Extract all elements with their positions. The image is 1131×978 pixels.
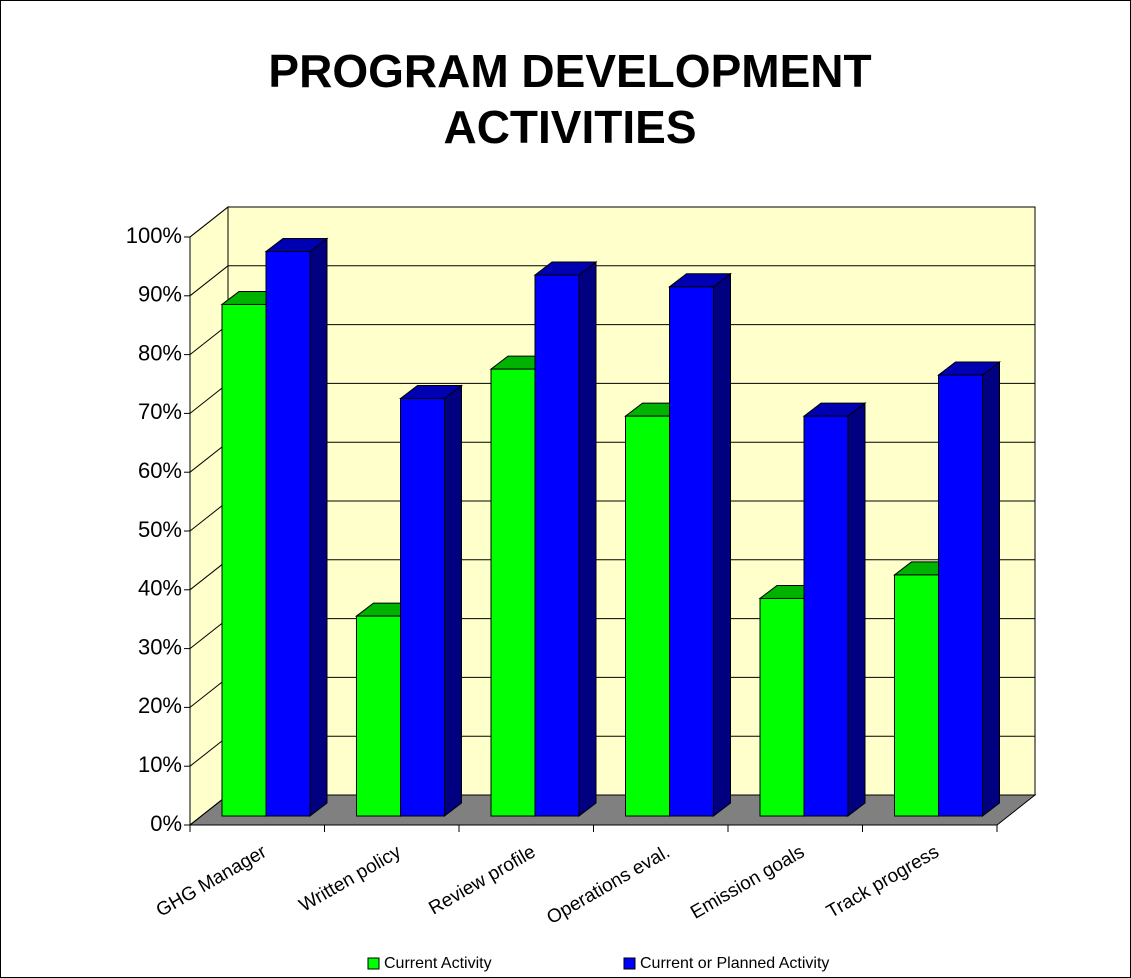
y-tick-label: 30% xyxy=(138,634,182,659)
bar xyxy=(625,415,670,817)
bar-side xyxy=(444,384,462,818)
y-tick-label: 50% xyxy=(138,517,182,542)
bar xyxy=(938,374,983,817)
bar xyxy=(534,274,580,817)
bar xyxy=(400,398,445,817)
chart-title: PROGRAM DEVELOPMENT ACTIVITIES xyxy=(268,45,871,153)
y-tick-label: 90% xyxy=(138,282,182,307)
legend-label: Current or Planned Activity xyxy=(640,955,829,972)
bar xyxy=(221,303,267,817)
bar-side xyxy=(847,402,866,818)
grid-line xyxy=(189,206,1035,238)
y-tick-label: 60% xyxy=(138,458,182,483)
bar xyxy=(669,286,714,817)
y-tick-label: 80% xyxy=(138,340,182,365)
legend-swatch xyxy=(623,957,636,970)
bar-side xyxy=(713,272,731,818)
bar-side xyxy=(982,360,1000,818)
bar xyxy=(356,615,401,817)
bar xyxy=(490,368,536,817)
bar xyxy=(803,415,849,817)
bar xyxy=(265,251,311,817)
legend-swatch xyxy=(367,957,380,970)
bar xyxy=(894,574,939,817)
bar xyxy=(759,597,805,817)
y-tick-label: 20% xyxy=(138,693,182,718)
y-tick-label: 40% xyxy=(138,576,182,601)
bar-side xyxy=(578,261,597,818)
bar-side xyxy=(309,237,328,818)
y-tick-label: 100% xyxy=(126,223,182,248)
y-tick-label: 0% xyxy=(150,811,182,836)
y-tick-label: 70% xyxy=(138,399,182,424)
grid-line xyxy=(189,265,1035,297)
legend-label: Current Activity xyxy=(384,955,492,972)
y-tick-label: 10% xyxy=(138,752,182,777)
